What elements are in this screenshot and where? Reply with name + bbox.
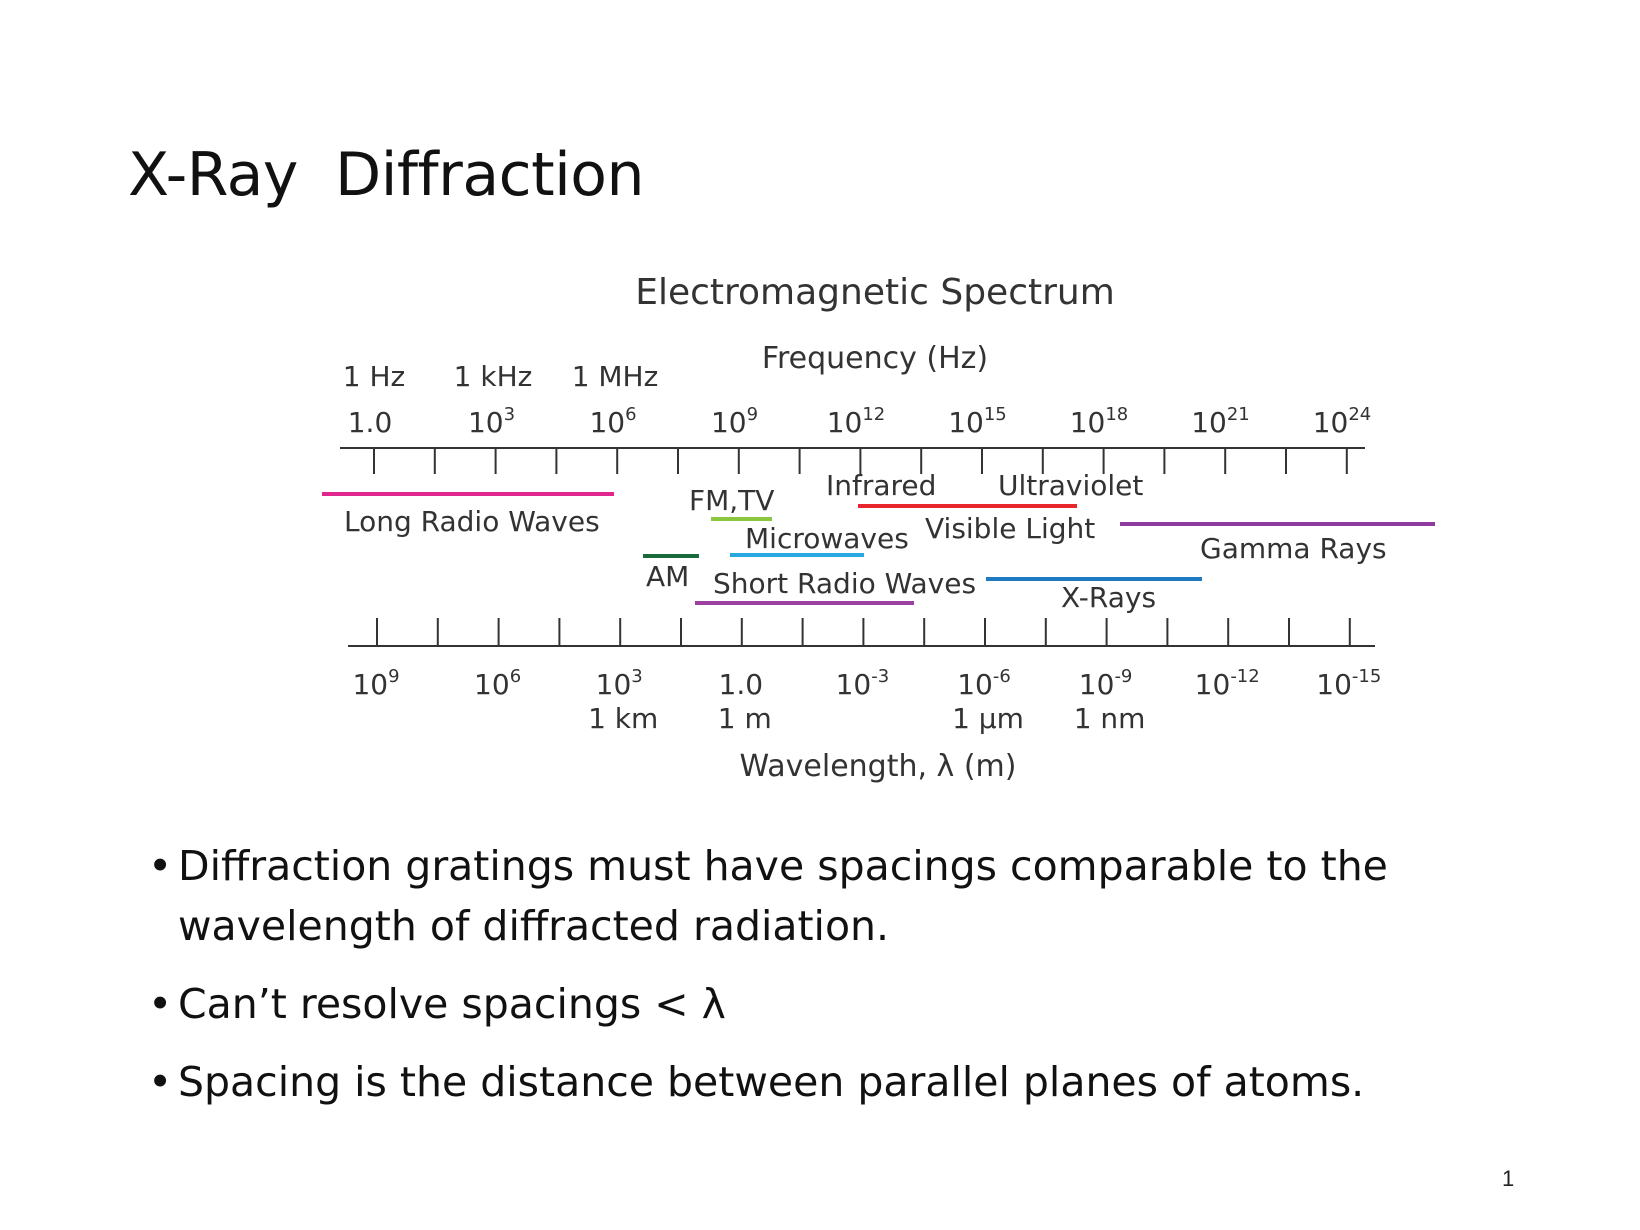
frequency-unit-label: 1 kHz — [454, 360, 533, 393]
wavelength-tick-label: 10-6 — [957, 666, 1011, 701]
band-label-x-rays: X-Rays — [1061, 581, 1156, 614]
band-label-infrared: Infrared — [826, 469, 936, 502]
page-number: 1 — [1502, 1166, 1515, 1191]
bullet-item: Spacing is the distance between parallel… — [148, 1052, 1548, 1112]
frequency-axis-label: Frequency (Hz) — [762, 341, 988, 376]
wavelength-tick-label: 10-9 — [1079, 666, 1133, 701]
band-label-am: AM — [646, 560, 689, 593]
frequency-tick-label: 1012 — [827, 404, 886, 439]
wavelength-tick-label: 1.0 — [719, 668, 764, 701]
wavelength-tick-label: 10-3 — [836, 666, 890, 701]
diagram-title: Electromagnetic Spectrum — [635, 272, 1115, 313]
band-label-gamma-rays: Gamma Rays — [1200, 532, 1387, 565]
wavelength-axis-label: Wavelength, λ (m) — [740, 749, 1017, 784]
bullet-item: Diffraction gratings must have spacings … — [148, 836, 1548, 956]
band-label-short-radio-waves: Short Radio Waves — [713, 567, 976, 600]
wavelength-tick-label: 10-12 — [1195, 666, 1260, 701]
frequency-tick-label: 1021 — [1191, 404, 1250, 439]
frequency-tick-label: 1015 — [948, 404, 1007, 439]
em-spectrum-diagram: Electromagnetic Spectrum Frequency (Hz) … — [322, 272, 1435, 784]
band-label-visible-light: Visible Light — [925, 512, 1095, 545]
wavelength-tick-label: 109 — [352, 666, 399, 701]
wavelength-unit-label: 1 nm — [1074, 702, 1146, 735]
bullet-list: Diffraction gratings must have spacings … — [148, 836, 1548, 1130]
wavelength-unit-label: 1 m — [718, 702, 772, 735]
slide-title: X-Ray Diffraction — [128, 140, 645, 210]
wavelength-unit-label: 1 µm — [952, 702, 1024, 735]
frequency-tick-label: 106 — [589, 404, 636, 439]
bullet-item: Can’t resolve spacings < λ — [148, 974, 1548, 1034]
frequency-tick-label: 1018 — [1070, 404, 1129, 439]
frequency-tick-label: 1024 — [1313, 404, 1372, 439]
frequency-unit-label: 1 MHz — [572, 360, 659, 393]
frequency-tick-label: 103 — [468, 404, 515, 439]
wavelength-tick-label: 103 — [596, 666, 643, 701]
wavelength-unit-label: 1 km — [588, 702, 658, 735]
wavelength-tick-label: 10-15 — [1316, 666, 1381, 701]
band-label-fm-tv: FM,TV — [689, 484, 774, 517]
band-label-microwaves: Microwaves — [745, 522, 909, 555]
frequency-tick-label: 1.0 — [348, 406, 393, 439]
frequency-unit-label: 1 Hz — [343, 360, 405, 393]
band-label-long-radio-waves: Long Radio Waves — [344, 505, 600, 538]
wavelength-tick-label: 106 — [474, 666, 521, 701]
band-label-ultraviolet: Ultraviolet — [998, 469, 1143, 502]
frequency-tick-label: 109 — [711, 404, 758, 439]
